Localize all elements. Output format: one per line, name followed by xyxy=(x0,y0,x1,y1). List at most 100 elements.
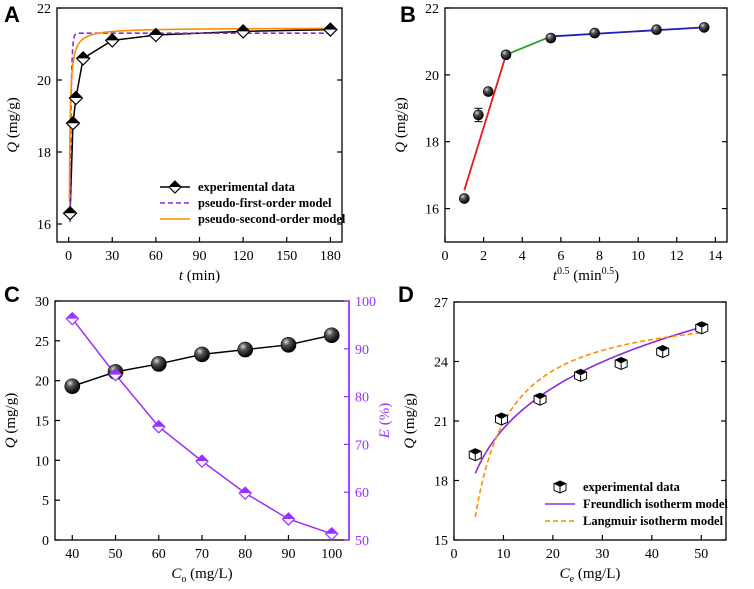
e-point-shade xyxy=(282,512,295,519)
x-tick-label: 20 xyxy=(546,547,560,562)
x-tick-label: 80 xyxy=(238,547,252,562)
data-point xyxy=(500,49,512,61)
x-tick-label: 60 xyxy=(149,249,163,264)
x-tick-label: 30 xyxy=(105,249,119,264)
x-tick-label: 2 xyxy=(480,249,487,264)
data-point-shade xyxy=(236,24,250,32)
panel-letter: B xyxy=(400,2,416,27)
plot-frame xyxy=(444,7,728,243)
data-point xyxy=(589,27,600,39)
legend-label: experimental data xyxy=(583,480,681,494)
data-point-shade xyxy=(69,91,83,98)
y-tick-label: 18 xyxy=(425,136,439,151)
legend-label: pseudo-second-order model xyxy=(198,212,346,226)
y-tick-label: 18 xyxy=(434,475,448,490)
panel-c: 40 50 60 70 80 90 100 0 5 10 15 20 25 30 Co (mg/L) Q (m… xyxy=(3,282,393,585)
x-tick-label: 30 xyxy=(595,547,609,562)
x-tick-label: 100 xyxy=(321,547,342,562)
fit-segment xyxy=(463,54,507,191)
x-tick-label: 4 xyxy=(519,249,526,264)
x-tick-label: 10 xyxy=(631,249,645,264)
fit-segment xyxy=(505,35,552,56)
legend-marker-top xyxy=(554,481,566,487)
y2-tick-label: 50 xyxy=(355,534,369,549)
y-tick-label: 21 xyxy=(434,415,448,430)
data-point-top xyxy=(615,357,628,364)
legend-label: Freundlich isotherm model xyxy=(583,497,728,511)
y-tick-label: 20 xyxy=(35,375,49,390)
legend-label: pseudo-first-order model xyxy=(198,196,332,210)
y2-tick-label: 60 xyxy=(355,486,369,501)
data-point-shade xyxy=(149,28,163,35)
x-tick-label: 8 xyxy=(596,249,603,264)
y-axis-label: Q (mg/g) xyxy=(402,393,418,448)
y-tick-label: 15 xyxy=(35,415,49,430)
q-point xyxy=(194,346,210,363)
data-point-top xyxy=(695,321,708,328)
legend-marker-shade xyxy=(169,181,181,187)
x-tick-label: 70 xyxy=(195,547,209,562)
data-point xyxy=(482,86,494,97)
data-point-shade xyxy=(66,116,80,124)
panel-b: 0 2 4 6 8 10 12 14 16 18 20 22 t0.5 (min0.5) Q (mg/g)… xyxy=(393,2,728,284)
e-point-shade xyxy=(196,455,208,462)
y-tick-label: 18 xyxy=(37,146,51,161)
e-point-shade xyxy=(109,368,122,375)
data-point xyxy=(473,109,484,121)
x-tick-label: 180 xyxy=(320,249,341,264)
x-tick-label: 12 xyxy=(670,249,684,264)
q-point xyxy=(323,327,340,344)
y-axis-label: Q (mg/g) xyxy=(5,97,21,152)
y-tick-label: 16 xyxy=(37,218,51,233)
data-point-top xyxy=(495,413,508,420)
x-tick-label: 14 xyxy=(708,249,722,264)
x-tick-label: 40 xyxy=(65,547,79,562)
y2-tick-label: 100 xyxy=(355,295,376,310)
pfo-curve xyxy=(69,32,331,223)
data-point-shade xyxy=(63,206,77,214)
q-point xyxy=(280,337,297,353)
data-point-top xyxy=(574,369,587,376)
y-tick-label: 22 xyxy=(425,2,439,17)
y2-tick-label: 90 xyxy=(355,343,369,358)
x-tick-label: 90 xyxy=(193,249,207,264)
e-point-shade xyxy=(66,312,79,319)
y-tick-label: 5 xyxy=(42,494,49,509)
y-tick-label: 20 xyxy=(37,74,51,89)
y-tick-label: 0 xyxy=(42,534,49,549)
data-point-shade xyxy=(105,33,119,41)
y-tick-label: 22 xyxy=(37,2,51,17)
panel-d: 0 10 20 30 40 50 15 18 21 24 27 Ce (mg/L) Q (mg/g) De… xyxy=(398,282,728,585)
data-point-shade xyxy=(76,51,90,59)
panel-a: 0 30 60 90 120 150 180 16 18 20 22 t (min) Q (mg/g) A… xyxy=(4,2,346,284)
x-axis-label: t0.5 (min0.5) xyxy=(553,266,619,284)
x-tick-label: 0 xyxy=(442,249,449,264)
e-point-shade xyxy=(239,487,252,494)
freundlich-curve xyxy=(474,326,701,474)
x-tick-label: 6 xyxy=(557,249,564,264)
pso-curve xyxy=(68,27,331,203)
x-tick-label: 60 xyxy=(152,547,166,562)
x-tick-label: 150 xyxy=(276,249,297,264)
y2-tick-label: 80 xyxy=(355,391,369,406)
x-axis-label: Ce (mg/L) xyxy=(560,566,621,585)
x-tick-label: 120 xyxy=(233,249,254,264)
y2-tick-label: 70 xyxy=(355,438,369,453)
x-axis-label: Co (mg/L) xyxy=(171,566,232,585)
y-tick-label: 25 xyxy=(35,335,49,350)
data-point-shade xyxy=(323,23,337,30)
langmuir-curve xyxy=(474,332,701,518)
y-tick-label: 15 xyxy=(434,534,448,549)
q-point xyxy=(64,378,81,395)
legend-label: Langmuir isotherm model xyxy=(583,514,724,528)
plot-frame xyxy=(54,300,350,541)
y2-axis-label: E (%) xyxy=(377,403,393,439)
y-tick-label: 16 xyxy=(425,203,439,218)
x-tick-label: 50 xyxy=(694,547,708,562)
data-point-top xyxy=(656,345,669,352)
data-point-top xyxy=(469,448,482,455)
data-point xyxy=(698,22,710,33)
data-point xyxy=(651,24,662,36)
y-tick-label: 20 xyxy=(425,69,439,84)
